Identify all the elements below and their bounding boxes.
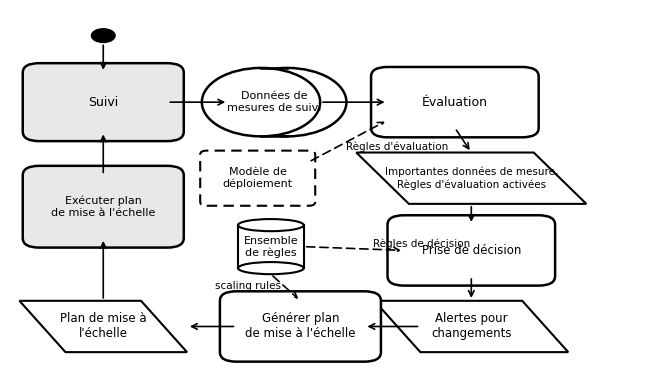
- Text: Modèle de
déploiement: Modèle de déploiement: [222, 167, 293, 189]
- Text: Règles de décision: Règles de décision: [373, 239, 470, 249]
- Text: Plan de mise à
l'échelle: Plan de mise à l'échelle: [60, 313, 147, 340]
- Ellipse shape: [228, 68, 346, 136]
- FancyBboxPatch shape: [220, 291, 381, 362]
- Text: Ensemble
de règles: Ensemble de règles: [244, 236, 298, 258]
- Text: Données de
mesures de suivi: Données de mesures de suivi: [227, 92, 321, 113]
- FancyBboxPatch shape: [261, 68, 287, 136]
- Text: Règles d'évaluation: Règles d'évaluation: [346, 141, 449, 152]
- FancyBboxPatch shape: [371, 67, 539, 137]
- Bar: [238, 225, 304, 268]
- Ellipse shape: [238, 262, 304, 274]
- Circle shape: [92, 29, 115, 43]
- FancyBboxPatch shape: [387, 215, 555, 286]
- Text: Exécuter plan
de mise à l'échelle: Exécuter plan de mise à l'échelle: [51, 196, 156, 218]
- Text: Prise de décision: Prise de décision: [422, 244, 521, 257]
- Text: Importantes données de mesure,
Règles d'évaluation activées: Importantes données de mesure, Règles d'…: [385, 167, 558, 190]
- Text: Alertes pour
changements: Alertes pour changements: [431, 313, 512, 340]
- Text: Suivi: Suivi: [88, 96, 118, 109]
- Text: Générer plan
de mise à l'échelle: Générer plan de mise à l'échelle: [245, 313, 356, 340]
- Polygon shape: [19, 301, 187, 352]
- FancyBboxPatch shape: [22, 63, 183, 141]
- Text: Évaluation: Évaluation: [422, 96, 488, 109]
- Text: scaling rules: scaling rules: [215, 281, 281, 291]
- FancyBboxPatch shape: [200, 151, 315, 206]
- Ellipse shape: [238, 219, 304, 231]
- FancyBboxPatch shape: [22, 166, 183, 247]
- Polygon shape: [374, 301, 568, 352]
- Polygon shape: [356, 152, 586, 204]
- Ellipse shape: [202, 68, 320, 136]
